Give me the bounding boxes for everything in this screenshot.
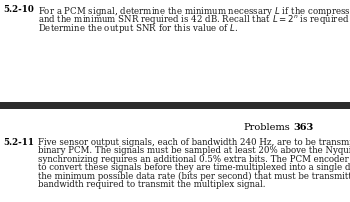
Text: the minimum possible data rate (bits per second) that must be transmitted, and t: the minimum possible data rate (bits per… bbox=[38, 171, 350, 180]
Text: 5.2-10: 5.2-10 bbox=[3, 5, 34, 14]
Text: and the minimum SNR required is 42 dB. Recall that $L = 2^n$ is required for a b: and the minimum SNR required is 42 dB. R… bbox=[38, 14, 350, 26]
Text: synchronizing requires an additional 0.5% extra bits. The PCM encoder of Prob. 5: synchronizing requires an additional 0.5… bbox=[38, 154, 350, 163]
Text: For a PCM signal, determine the minimum necessary $L$ if the compression paramet: For a PCM signal, determine the minimum … bbox=[38, 5, 350, 18]
Text: 5.2-11: 5.2-11 bbox=[3, 137, 34, 146]
Text: bandwidth required to transmit the multiplex signal.: bandwidth required to transmit the multi… bbox=[38, 180, 266, 188]
Text: to convert these signals before they are time-multiplexed into a single data str: to convert these signals before they are… bbox=[38, 163, 350, 172]
Text: binary PCM. The signals must be sampled at least 20% above the Nyquist rate. Fra: binary PCM. The signals must be sampled … bbox=[38, 146, 350, 155]
Text: Problems: Problems bbox=[243, 122, 290, 131]
Text: Determine the output SNR for this value of $L$.: Determine the output SNR for this value … bbox=[38, 22, 238, 35]
Text: Five sensor output signals, each of bandwidth 240 Hz, are to be transmitted simu: Five sensor output signals, each of band… bbox=[38, 137, 350, 146]
Bar bbox=[0, 102, 350, 109]
Text: 363: 363 bbox=[293, 122, 313, 131]
